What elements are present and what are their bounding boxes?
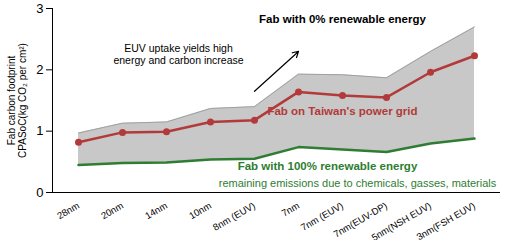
svg-text:Fab carbon footprintCPASoC(kg: Fab carbon footprintCPASoC(kg CO₂ per cm… (6, 43, 28, 158)
svg-text:7nm (EUV): 7nm (EUV) (298, 199, 345, 233)
svg-text:10nm: 10nm (187, 200, 213, 221)
svg-text:EUV uptake yields highenergy a: EUV uptake yields highenergy and carbon … (113, 42, 243, 66)
svg-text:14nm: 14nm (143, 200, 169, 221)
svg-text:2: 2 (36, 62, 43, 77)
svg-text:Fab with 0% renewable energy: Fab with 0% renewable energy (259, 13, 426, 25)
svg-text:7nm: 7nm (280, 200, 302, 219)
svg-text:7nm(EUV-DP): 7nm(EUV-DP) (331, 199, 389, 240)
svg-text:1: 1 (36, 123, 43, 138)
svg-text:8nm (EUV): 8nm (EUV) (211, 200, 257, 233)
svg-text:3: 3 (36, 1, 43, 16)
svg-text:28nm: 28nm (55, 200, 81, 221)
svg-text:0: 0 (36, 185, 43, 200)
svg-text:Fab on Taiwan's power grid: Fab on Taiwan's power grid (267, 105, 417, 117)
svg-text:remaining emissions due to che: remaining emissions due to chemicals, ga… (219, 177, 497, 189)
svg-text:20nm: 20nm (99, 200, 125, 221)
svg-text:3nm(FSH EUV): 3nm(FSH EUV) (414, 200, 477, 240)
svg-text:Fab with 100% renewable energy: Fab with 100% renewable energy (238, 160, 418, 172)
